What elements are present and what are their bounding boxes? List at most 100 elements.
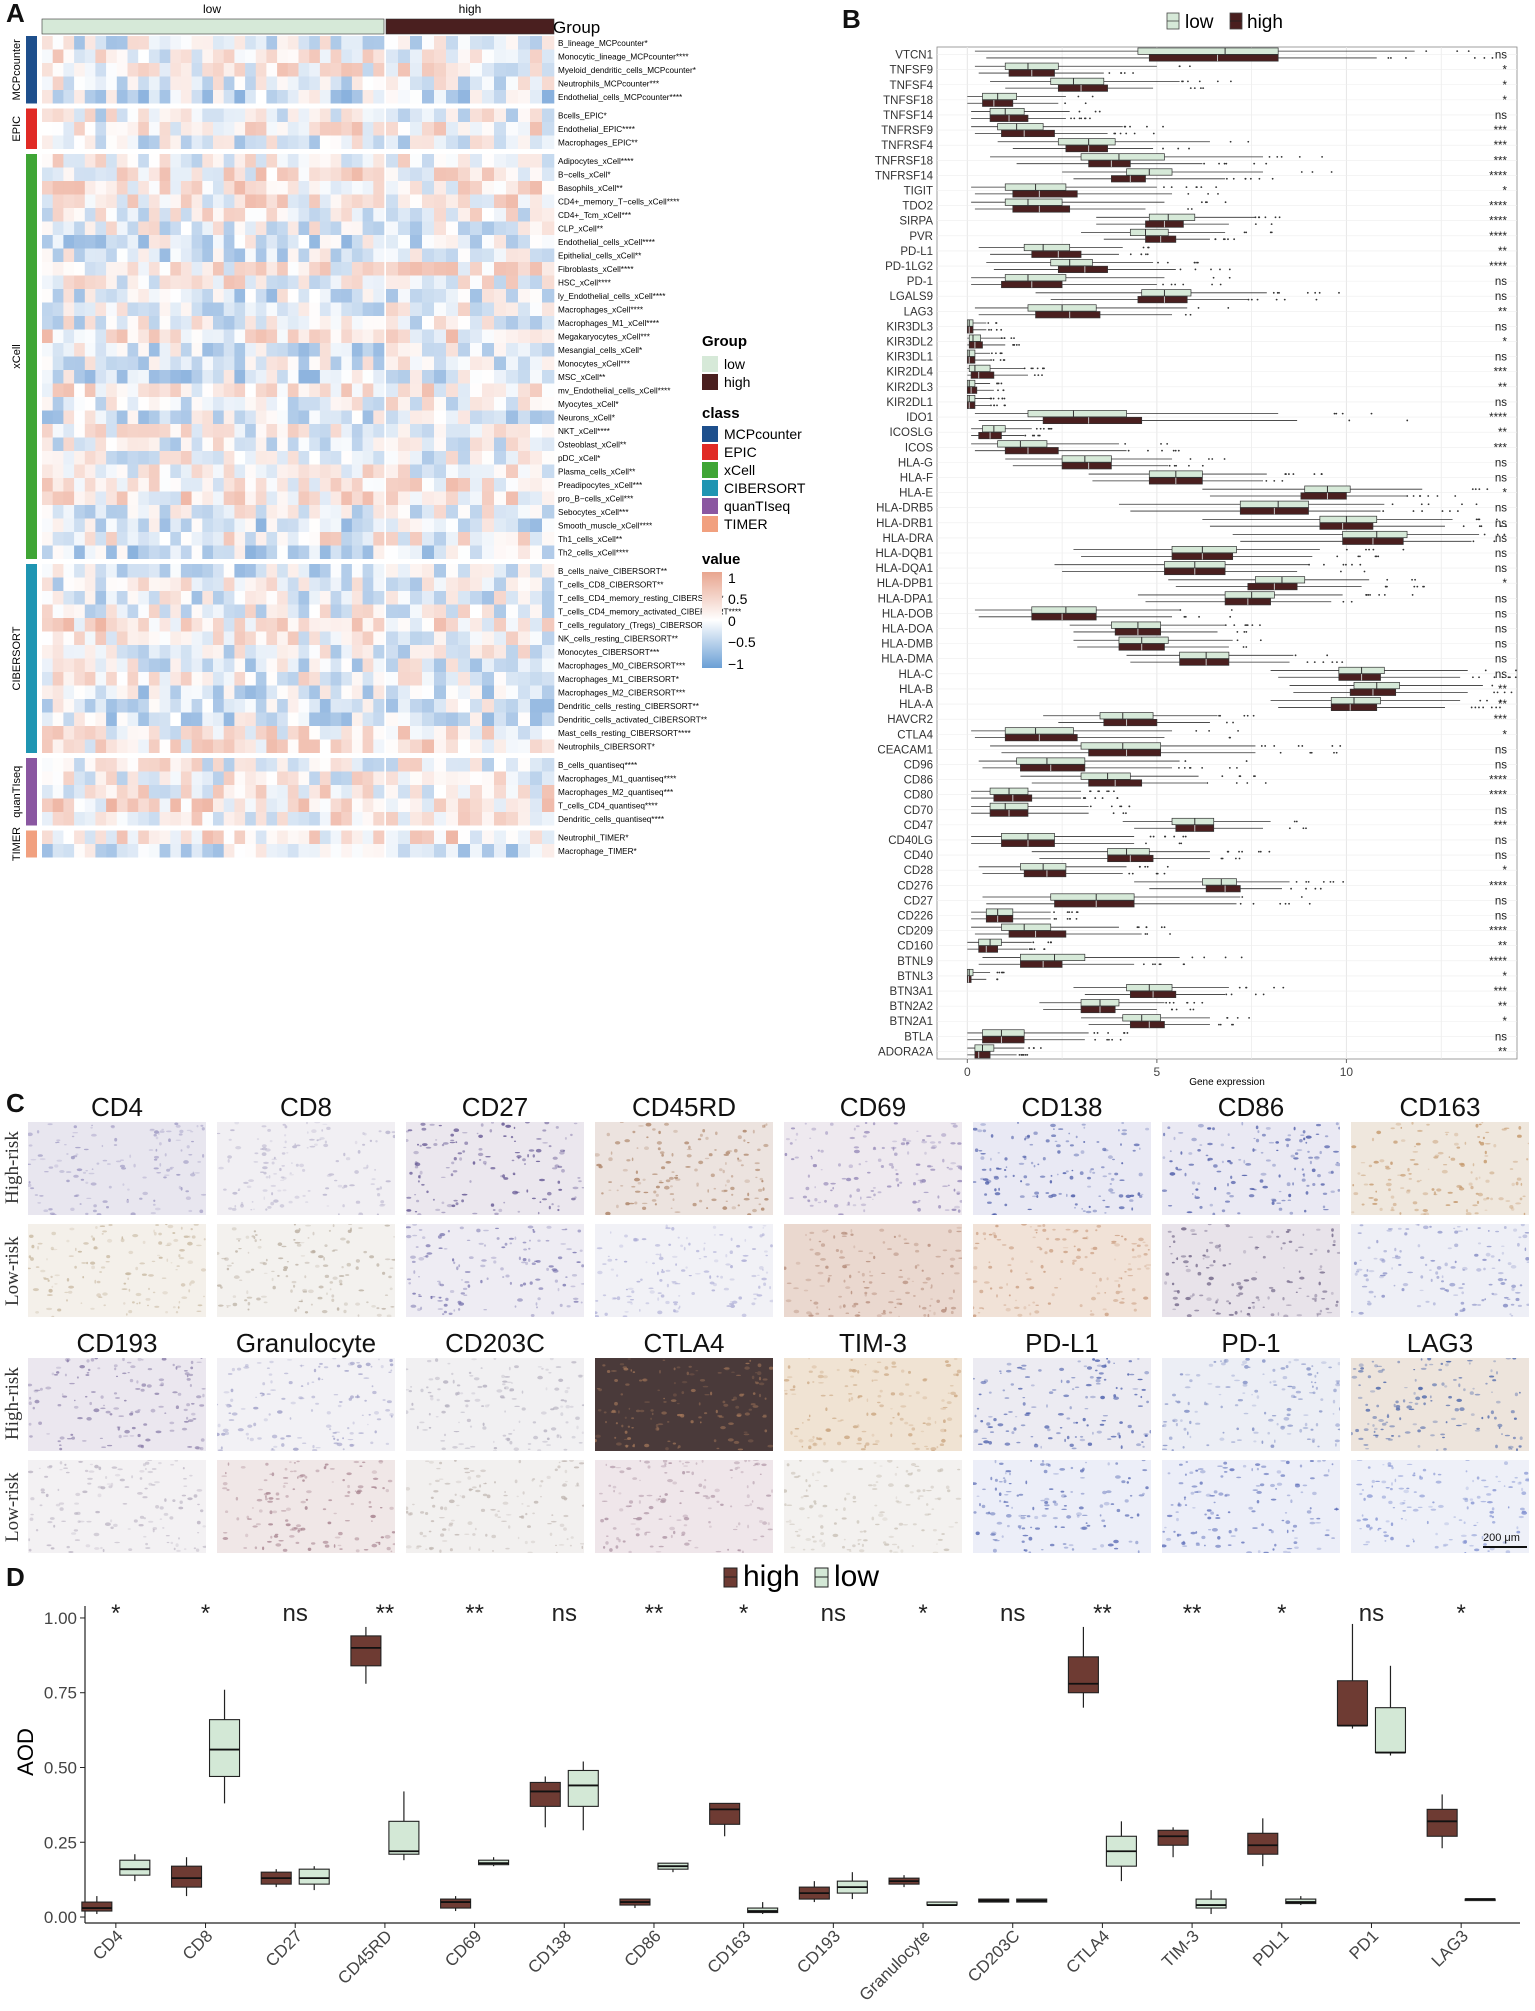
heatmap-cell [351, 577, 363, 591]
heatmap-cell [191, 221, 203, 235]
heatmap-row [42, 712, 555, 726]
heatmap-cell [458, 397, 471, 411]
heatmap-cell [148, 844, 160, 858]
heatmap-cell [245, 275, 257, 289]
heatmap-cell [170, 631, 182, 645]
heatmap-cell [386, 36, 399, 50]
heatmap-cell [309, 564, 321, 578]
significance-label: ns [1495, 593, 1507, 605]
heatmap-cell [422, 316, 435, 330]
heatmap-cell [277, 672, 289, 686]
heatmap-cell [106, 221, 118, 235]
heatmap-cell [116, 771, 128, 785]
heatmap-cell [74, 194, 86, 208]
heatmap-cell [95, 437, 107, 451]
heatmap-cell [470, 90, 483, 104]
heatmap-cell [106, 36, 118, 50]
gene-label: BTNL3 [897, 971, 933, 983]
heatmap-cell [84, 564, 96, 578]
heatmap-cell [63, 208, 75, 222]
heatmap-cell [223, 36, 235, 50]
heatmap-cell [127, 672, 139, 686]
heatmap-row [42, 798, 555, 812]
heatmap-cell [542, 167, 555, 181]
heatmap-row-label: Dendritic_cells_activated_CIBERSORT** [558, 716, 708, 725]
heatmap-cell [386, 491, 399, 505]
heatmap-cell [482, 167, 495, 181]
heatmap-cell [138, 491, 150, 505]
heatmap-cell [287, 343, 299, 357]
heatmap-cell [410, 564, 423, 578]
heatmap-cell [63, 135, 75, 149]
heatmap-cell [458, 726, 471, 740]
heatmap-cell [255, 631, 267, 645]
heatmap-cell [213, 122, 224, 136]
heatmap-cell [234, 672, 246, 686]
heatmap-cell [287, 699, 299, 713]
heatmap-cell [202, 726, 214, 740]
heatmap-cell [458, 798, 471, 812]
heatmap-cell [159, 221, 171, 235]
ihc-marker-label: CD163 [1399, 1092, 1481, 1122]
heatmap-cell [74, 618, 86, 632]
heatmap-cell [422, 370, 435, 384]
heatmap-cell [84, 356, 96, 370]
heatmap-cell [362, 194, 374, 208]
ihc-marker-label: LAG3 [1406, 1328, 1474, 1358]
heatmap-cell [319, 739, 331, 753]
heatmap-row [42, 208, 555, 222]
heatmap-cell [234, 437, 246, 451]
heatmap-cell [422, 194, 435, 208]
heatmap-cell [159, 672, 171, 686]
heatmap-cell [127, 658, 139, 672]
box-low [1122, 817, 1298, 826]
heatmap-cell [213, 108, 224, 122]
ihc-marker-label: PD-1 [1221, 1328, 1281, 1358]
box-low [974, 304, 1230, 312]
significance-label: ns [1495, 654, 1507, 666]
heatmap-cell [398, 424, 411, 438]
heatmap-cell [362, 618, 374, 632]
heatmap-cell [234, 478, 246, 492]
heatmap-cell [309, 712, 321, 726]
heatmap-cell [287, 739, 299, 753]
gene-expression-boxplot: low high VTCN1TNFSF9TNFSF4TNFSF18TNFSF14… [875, 12, 1518, 1088]
heatmap-cell [74, 685, 86, 699]
heatmap-cell [422, 122, 435, 136]
heatmap-cell [95, 316, 107, 330]
significance-label: ** [1498, 941, 1507, 953]
heatmap-cell [245, 437, 257, 451]
heatmap-cell [362, 76, 374, 90]
heatmap-cell [191, 76, 203, 90]
heatmap-cell [287, 771, 299, 785]
heatmap-cell [180, 604, 192, 618]
heatmap-cell [298, 726, 310, 740]
box-low [1043, 712, 1255, 720]
heatmap-cell [255, 221, 267, 235]
heatmap-cell [106, 410, 118, 424]
heatmap-cell [159, 518, 171, 532]
heatmap-cell [63, 844, 75, 858]
heatmap-row [42, 181, 555, 195]
heatmap-cell [446, 532, 459, 546]
heatmap-cell [42, 726, 53, 740]
heatmap-cell [446, 758, 459, 772]
heatmap-cell [63, 108, 75, 122]
heatmap-cell [138, 577, 150, 591]
heatmap-cell [309, 424, 321, 438]
heatmap-cell [434, 275, 447, 289]
heatmap-cell [518, 108, 531, 122]
heatmap-cell [410, 63, 423, 77]
heatmap-cell [95, 591, 107, 605]
box-low [1126, 651, 1329, 659]
heatmap-cell [362, 329, 374, 343]
heatmap-cell [398, 464, 411, 478]
heatmap-cell [52, 532, 64, 546]
heatmap-cell [341, 812, 353, 826]
heatmap-cell [84, 154, 96, 168]
heatmap-cell [63, 645, 75, 659]
heatmap-cell [542, 812, 555, 826]
heatmap-cell [42, 604, 53, 618]
heatmap-cell [373, 577, 385, 591]
heatmap-cell [298, 812, 310, 826]
